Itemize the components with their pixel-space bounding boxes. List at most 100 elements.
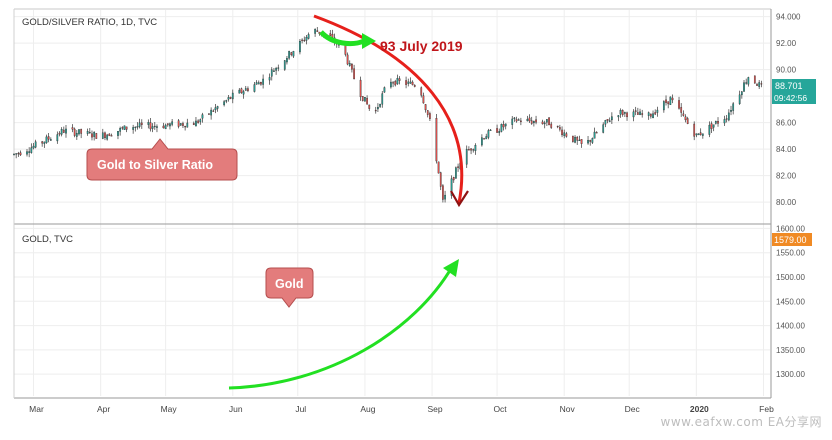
candle-body <box>26 151 28 155</box>
candle-body <box>580 139 583 144</box>
candle-body <box>747 77 750 85</box>
candle-body <box>504 123 507 127</box>
candle-body <box>49 139 52 141</box>
candle-body <box>140 122 143 125</box>
candle-body <box>290 52 293 56</box>
candle-body <box>390 81 392 88</box>
candle-body <box>307 34 310 39</box>
candle-body <box>593 131 596 139</box>
gold-y-axis-ticks: 1600.00 1550.00 1500.00 1450.00 1400.00 1350.… <box>776 224 805 379</box>
candle-body <box>695 133 698 136</box>
candle-body <box>15 153 18 155</box>
candle-body <box>543 122 546 125</box>
candle-body <box>496 128 498 133</box>
candle-body <box>225 100 228 102</box>
candle-body <box>299 40 301 53</box>
candle-body <box>149 122 152 130</box>
green-long-arrow <box>228 266 454 390</box>
candle-body <box>756 84 758 86</box>
candle-body <box>602 124 605 133</box>
candle-body <box>485 136 488 140</box>
candle-body <box>32 145 35 149</box>
candle-body <box>513 117 516 119</box>
candle-body <box>526 118 529 122</box>
candle-body <box>364 97 366 102</box>
candle-body <box>383 87 386 93</box>
ratio-price-tag <box>772 79 816 92</box>
candle-body <box>60 129 63 135</box>
candle-body <box>619 109 622 115</box>
candle-body <box>303 39 306 42</box>
candle-body <box>697 133 700 136</box>
candle-body <box>634 110 637 112</box>
candle-body <box>381 93 384 105</box>
candle-body <box>359 79 362 98</box>
candle-body <box>535 119 537 123</box>
candle-body <box>132 127 135 130</box>
candle-body <box>398 78 401 81</box>
candle-body <box>240 88 243 93</box>
candle-body <box>346 54 349 65</box>
candle-body <box>268 77 271 81</box>
candle-body <box>106 134 109 140</box>
candle-body <box>574 136 576 143</box>
x-tick-label: Apr <box>97 404 110 414</box>
candle-body <box>444 194 446 200</box>
candle-body <box>58 132 61 135</box>
candle-body <box>665 99 667 103</box>
candle-body <box>253 84 256 92</box>
candle-body <box>437 161 440 174</box>
candle-body <box>470 148 472 151</box>
y-tick-label: 94.000 <box>776 13 801 22</box>
candle-body <box>409 81 412 84</box>
candle-body <box>184 125 187 128</box>
y-tick-label: 1450.00 <box>776 297 805 306</box>
candle-body <box>632 111 635 118</box>
candle-body <box>65 128 67 134</box>
candle-body <box>481 137 483 146</box>
y-tick-label: 86.00 <box>776 119 797 128</box>
candle-body <box>745 82 748 84</box>
x-tick-label: May <box>161 404 178 414</box>
candle-body <box>424 104 427 111</box>
x-tick-label: 2020 <box>690 404 709 414</box>
candle-body <box>199 119 202 123</box>
candle-body <box>520 120 522 123</box>
candle-body <box>639 111 641 115</box>
candle-body <box>684 116 687 121</box>
candle-body <box>275 68 277 71</box>
candle-body <box>550 123 553 128</box>
candle-body <box>117 130 119 136</box>
candle-body <box>119 127 122 132</box>
candle-body <box>177 120 180 127</box>
candle-body <box>195 120 197 127</box>
candle-body <box>231 92 234 100</box>
candle-body <box>429 113 431 119</box>
candle-body <box>257 82 260 85</box>
candle-body <box>455 167 457 179</box>
candle-body <box>134 126 137 129</box>
red-arrow-head <box>450 190 469 208</box>
candle-body <box>179 123 182 126</box>
y-tick-label: 80.00 <box>776 198 797 207</box>
candle-body <box>680 107 683 113</box>
x-tick-label: Aug <box>360 404 375 414</box>
candle-body <box>121 127 124 129</box>
candle-body <box>292 51 295 57</box>
candle-body <box>71 127 74 130</box>
candle-body <box>483 138 485 140</box>
candle-body <box>164 124 167 130</box>
candle-body <box>169 123 171 127</box>
candle-body <box>439 172 442 187</box>
ratio-candles <box>13 27 763 203</box>
candle-body <box>489 129 492 131</box>
y-tick-label: 90.00 <box>776 66 797 75</box>
candle-body <box>636 112 639 115</box>
gold-price-tag-label: 1579.00 <box>774 235 807 245</box>
candle-body <box>678 100 680 109</box>
green-short-arrow-head <box>362 33 376 49</box>
candle-body <box>528 117 531 122</box>
candle-body <box>182 123 184 126</box>
candle-body <box>162 125 165 129</box>
candle-body <box>396 78 399 85</box>
